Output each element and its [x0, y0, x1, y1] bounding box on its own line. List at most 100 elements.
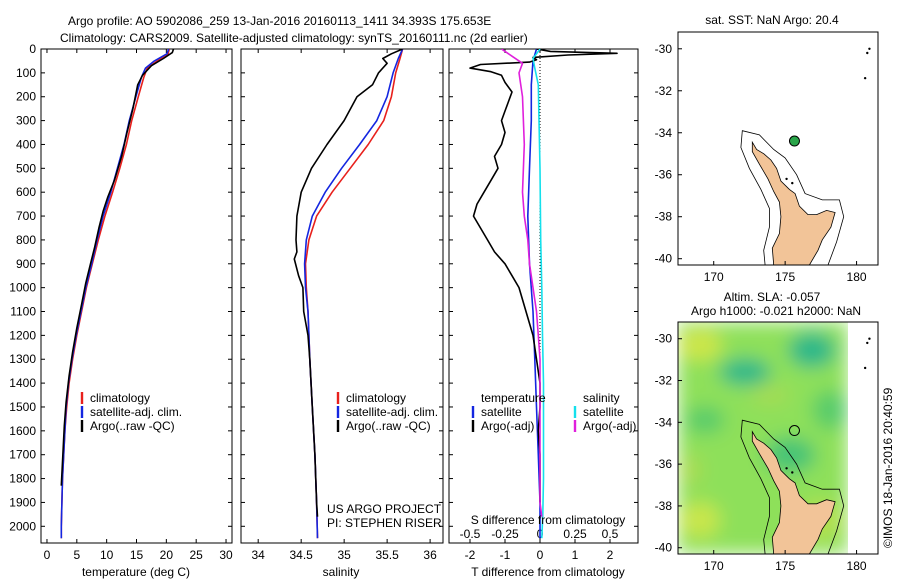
island-mark — [866, 51, 869, 55]
temperature-panel-frame — [40, 48, 233, 544]
map-bottom-land — [751, 430, 836, 554]
difference-legend: temperature salinity satellite Argo(-adj… — [471, 391, 636, 433]
sla-high-patch — [678, 329, 722, 361]
legend-label-s-argo: Argo(-adj) — [583, 419, 636, 433]
timestamp-credit: ©IMOS 18-Jan-2016 20:40:59 — [881, 387, 895, 548]
sla-high-patch — [750, 385, 790, 405]
lat-tick-label: -40 — [655, 541, 673, 555]
legend-label-t-satellite: satellite — [481, 405, 522, 419]
sla-no-data-strip — [848, 322, 878, 554]
map-bottom-axes: -30 -32 -34 -36 -38 -40 170 175 180 — [655, 332, 867, 573]
series-argo-raw-qc--line — [60, 49, 175, 486]
lat-tick-label: -40 — [655, 252, 673, 266]
x-tick-label: -1 — [500, 548, 511, 562]
salinity-axis-label: salinity — [323, 565, 360, 579]
map-bottom-frame — [677, 321, 879, 555]
salinity-panel-frame — [240, 48, 444, 544]
island-mark — [868, 337, 871, 340]
island-mark — [866, 341, 869, 345]
island-mark — [863, 76, 867, 80]
depth-tick-label: 800 — [16, 233, 36, 247]
x-tick-label: 0 — [537, 548, 544, 562]
x-tick-label: 36 — [423, 548, 437, 562]
lat-tick-label: -36 — [655, 457, 673, 471]
depth-tick-label: 1000 — [9, 281, 36, 295]
lon-tick-label: 180 — [847, 559, 867, 573]
x-tick-label: 25 — [190, 548, 204, 562]
difference-series — [469, 49, 618, 539]
s-tick-label: -0.5 — [460, 527, 481, 541]
x-tick-label: 20 — [160, 548, 174, 562]
map-bottom-title-line1: Altim. SLA: -0.057 — [724, 290, 821, 304]
lat-tick-label: -38 — [655, 210, 673, 224]
series-argo-raw-qc--line — [293, 49, 403, 517]
sla-low-patch — [788, 332, 836, 368]
series-climatology-line — [60, 49, 171, 539]
island-mark — [791, 181, 794, 185]
depth-tick-label: 1200 — [9, 328, 36, 342]
x-tick-label: -2 — [465, 548, 476, 562]
lat-tick-label: -38 — [655, 499, 673, 513]
depth-tick-label: 700 — [16, 209, 36, 223]
sla-high-patch — [680, 502, 720, 538]
series-climatology-line — [304, 49, 404, 539]
depth-tick-label: 100 — [16, 66, 36, 80]
map-top-frame — [677, 31, 879, 266]
depth-tick-label: 1800 — [9, 472, 36, 486]
x-tick-label: 34 — [252, 548, 266, 562]
legend-label-s-satellite: satellite — [583, 405, 624, 419]
island-mark — [868, 47, 871, 50]
depth-tick-label: 1700 — [9, 448, 36, 462]
temperature-series — [60, 49, 175, 539]
map-top-title: sat. SST: NaN Argo: 20.4 — [705, 13, 839, 27]
x-tick-label: 0 — [44, 548, 51, 562]
map-bottom-content — [678, 322, 878, 554]
x-tick-label: 34.5 — [289, 548, 313, 562]
depth-tick-label: 600 — [16, 185, 36, 199]
temperature-axis-label: temperature (deg C) — [82, 565, 190, 579]
lat-tick-label: -32 — [655, 84, 673, 98]
temperature-x-axis: 0 5 10 15 20 25 30 — [44, 49, 233, 562]
lon-tick-label: 175 — [775, 559, 795, 573]
s-difference-axis: -0.5 -0.25 0 0.25 0.5 — [460, 527, 619, 541]
x-tick-label: 15 — [130, 548, 144, 562]
s-tick-label: 0.25 — [563, 527, 587, 541]
legend-label-argo: Argo(..raw -QC) — [90, 419, 175, 433]
lat-tick-label: -30 — [655, 42, 673, 56]
map-bottom-float-marker — [788, 425, 800, 437]
sla-low-patch — [812, 390, 848, 430]
map-top-shelf-contour — [740, 130, 845, 265]
map-top-float-marker — [788, 135, 800, 147]
legend-title-salinity: salinity — [583, 391, 620, 405]
map-top-land — [751, 140, 836, 265]
depth-tick-label: 300 — [16, 114, 36, 128]
s-tick-label: 0.5 — [602, 527, 619, 541]
project-credit: US ARGO PROJECT — [327, 502, 442, 516]
difference-panel-frame — [448, 48, 639, 544]
x-tick-label: 10 — [100, 548, 114, 562]
depth-tick-label: 500 — [16, 161, 36, 175]
lat-tick-label: -30 — [655, 332, 673, 346]
sla-high-patch — [678, 454, 702, 486]
depth-axis: 0 100 200 300 400 500 600 700 800 900 1000 1100 1200… — [9, 42, 638, 533]
legend-label-satellite: satellite-adj. clim. — [346, 405, 438, 419]
map-top-axes: -30 -32 -34 -36 -38 -40 170 175 180 — [655, 42, 867, 284]
lon-tick-label: 175 — [775, 270, 795, 284]
series-s-satellite-line — [532, 49, 545, 539]
depth-tick-label: 1600 — [9, 424, 36, 438]
lat-tick-label: -34 — [655, 126, 673, 140]
lat-tick-label: -34 — [655, 415, 673, 429]
x-tick-label: 35.5 — [375, 548, 399, 562]
map-top-content — [678, 32, 878, 265]
legend-label-climatology: climatology — [346, 391, 406, 405]
depth-tick-label: 1300 — [9, 352, 36, 366]
salinity-legend: climatology satellite-adj. clim. Argo(..… — [336, 391, 438, 433]
series-satellite-adj-clim--line — [60, 49, 170, 539]
legend-label-argo: Argo(..raw -QC) — [346, 419, 431, 433]
map-bottom-islands — [785, 337, 871, 474]
t-difference-axis-label: T difference from climatology — [471, 565, 625, 579]
lat-tick-label: -32 — [655, 374, 673, 388]
legend-label-t-argo: Argo(-adj) — [481, 419, 534, 433]
depth-tick-label: 200 — [16, 90, 36, 104]
